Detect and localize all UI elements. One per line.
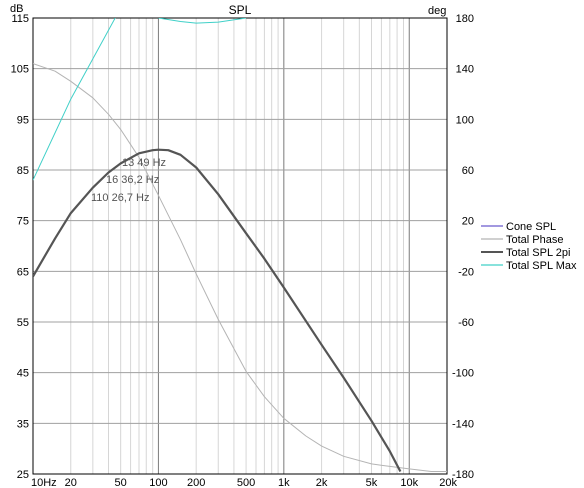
right-axis-unit: deg	[428, 5, 446, 17]
legend-label: Cone SPL	[506, 221, 556, 233]
left-tick-label: 55	[17, 317, 29, 329]
left-tick-label: 65	[17, 266, 29, 278]
right-tick-label: -100	[452, 368, 474, 380]
right-tick-label: 140	[456, 64, 474, 76]
left-tick-label: 75	[17, 216, 29, 228]
right-tick-label: -60	[458, 317, 474, 329]
series-line-total-spl-max	[33, 18, 116, 181]
series-line-total-spl-max	[158, 18, 247, 24]
right-tick-label: 180	[456, 13, 474, 25]
right-tick-label: -140	[452, 418, 474, 430]
x-tick-label: 100	[149, 477, 167, 488]
x-tick-label: 2k	[316, 477, 328, 488]
right-tick-label: 100	[456, 114, 474, 126]
left-tick-label: 115	[11, 13, 29, 25]
left-tick-label: 45	[17, 368, 29, 380]
series-layer	[33, 18, 447, 473]
x-tick-label: 50	[115, 477, 127, 488]
left-tick-label: 105	[11, 64, 29, 76]
major-grid	[33, 18, 447, 474]
annotation-2: 16 36,2 Hz	[106, 174, 159, 186]
left-axis-ticks: 115 105 95 85 75 65 55 45 35 25	[11, 13, 29, 481]
right-tick-label: 20	[462, 216, 474, 228]
left-tick-label: 85	[17, 165, 29, 177]
x-tick-label: 20k	[439, 477, 457, 488]
annotation-3: 110 26,7 Hz	[91, 192, 150, 204]
right-axis-ticks: 180 140 100 60 20 -20 -60 -100 -140 -180	[452, 13, 474, 481]
chart-title: SPL	[229, 3, 252, 17]
left-tick-label: 95	[17, 114, 29, 126]
left-tick-label: 25	[17, 469, 29, 481]
left-axis-unit: dB	[10, 3, 23, 15]
x-tick-label: 5k	[366, 477, 378, 488]
right-tick-label: -20	[458, 266, 474, 278]
legend-label: Total Phase	[506, 234, 563, 246]
annotation-1: 13 49 Hz	[122, 157, 166, 169]
legend-label: Total SPL Max	[506, 260, 577, 272]
right-tick-label: 60	[462, 165, 474, 177]
x-tick-label: 500	[237, 477, 255, 488]
x-axis-ticks: 10Hz 20 50 100 200 500 1k 2k 5k 10k 20k	[31, 477, 457, 488]
series-line-total-phase	[33, 63, 447, 472]
x-tick-label: 1k	[278, 477, 290, 488]
left-tick-label: 35	[17, 418, 29, 430]
x-tick-label: 200	[187, 477, 205, 488]
x-tick-label: 10Hz	[31, 477, 57, 488]
plot-frame	[32, 17, 448, 475]
series-line-total-spl-2pi	[33, 148, 402, 473]
legend-label: Total SPL 2pi	[506, 247, 570, 259]
x-tick-label: 10k	[400, 477, 418, 488]
right-tick-label: -180	[452, 469, 474, 481]
x-tick-label: 20	[65, 477, 77, 488]
